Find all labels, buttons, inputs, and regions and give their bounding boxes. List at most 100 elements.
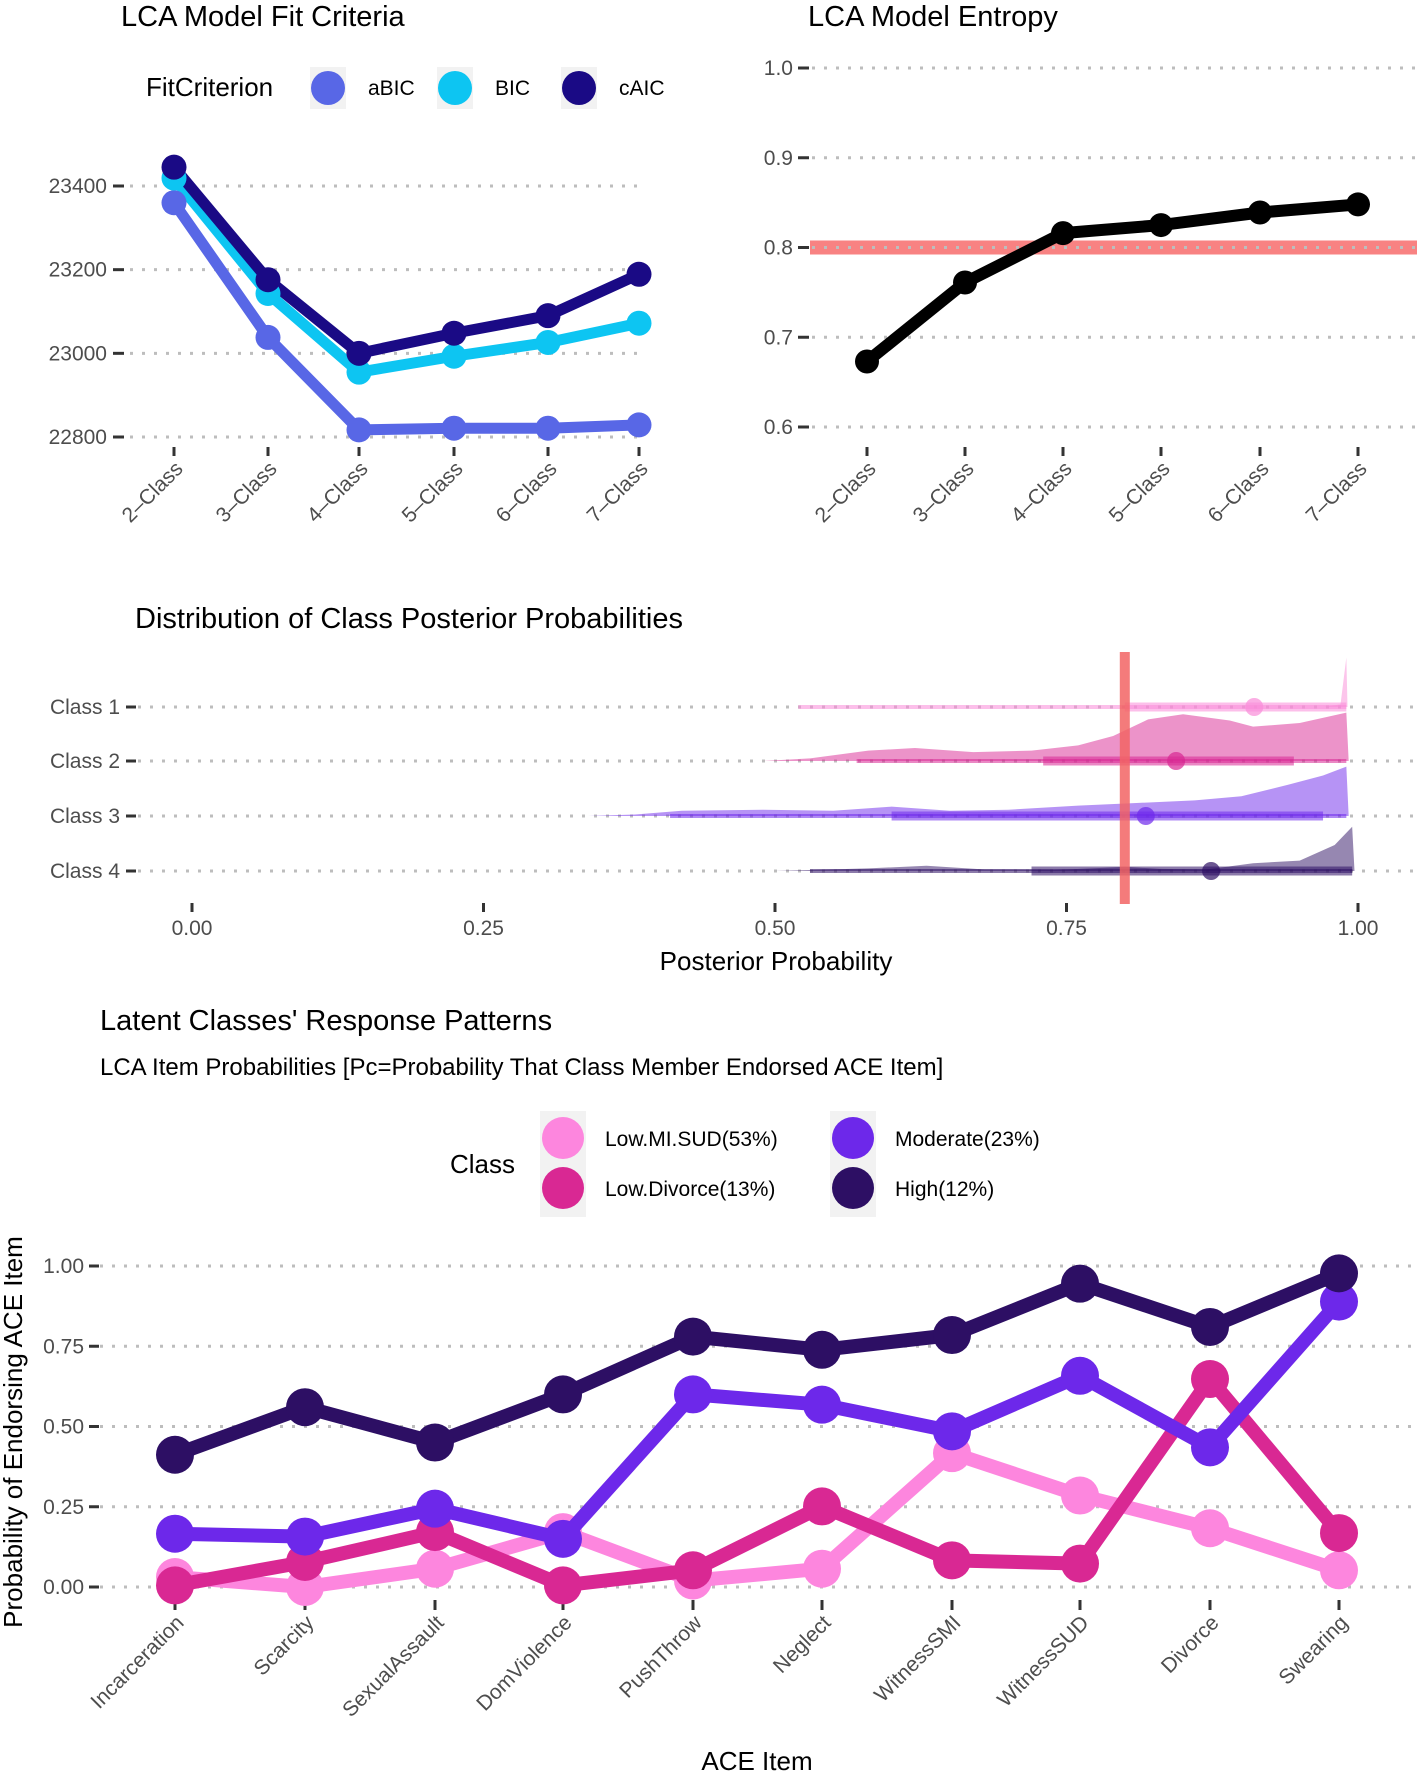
y-tick-label: 1.0 — [764, 57, 793, 80]
series-line-aBIC — [169, 199, 640, 436]
x-tick-label: 5–Class — [398, 457, 468, 527]
data-point-Moderate(23%) — [544, 1519, 582, 1558]
x-tick-label: 6–Class — [492, 457, 562, 527]
legend-label: Moderate(23%) — [895, 1128, 1040, 1151]
data-point-Low.Divorce(13%) — [1320, 1514, 1358, 1553]
entropy-title: LCA Model Entropy — [808, 1, 1058, 33]
x-tick-label: Divorce — [1157, 1611, 1224, 1678]
data-point-High(12%) — [933, 1316, 971, 1355]
data-point-Low.Divorce(13%) — [1191, 1359, 1229, 1398]
data-point-cAIC — [535, 303, 561, 329]
legend-label: Low.MI.SUD(53%) — [605, 1128, 778, 1151]
data-point-High(12%) — [544, 1375, 582, 1414]
series-line-Low.MI.SUD(53%) — [174, 1446, 1342, 1594]
data-point-Low.MI.SUD(53%) — [1061, 1476, 1099, 1515]
legend-title: Class — [450, 1149, 515, 1179]
patterns-subtitle: LCA Item Probabilities [Pc=Probability T… — [100, 1054, 943, 1081]
legend-label: aBIC — [368, 77, 415, 100]
patterns-x-axis-title: ACE Item — [701, 1746, 812, 1774]
posterior-x-axis-title: Posterior Probability — [660, 946, 893, 976]
median-point — [1167, 752, 1186, 770]
y-tick-label: 0.00 — [43, 1576, 84, 1599]
x-tick-label: Swearing — [1274, 1611, 1352, 1689]
y-tick-label: Class 4 — [50, 860, 120, 883]
data-point-Low.MI.SUD(53%) — [1191, 1509, 1229, 1548]
legend-key-cAIC — [562, 71, 596, 105]
x-tick-label: 4–Class — [303, 457, 373, 527]
data-point-Moderate(23%) — [286, 1517, 324, 1556]
data-point-High(12%) — [1061, 1264, 1099, 1303]
y-tick-label: 0.7 — [764, 326, 793, 349]
legend-label: High(12%) — [895, 1178, 994, 1201]
density-class-3 — [588, 766, 1349, 816]
legend-key-BIC — [438, 71, 472, 105]
y-tick-label: 1.00 — [43, 1255, 84, 1278]
legend-label: BIC — [495, 77, 530, 100]
data-point-aBIC — [346, 417, 372, 443]
data-point-Low.MI.SUD(53%) — [803, 1549, 841, 1588]
legend-key-Low.MI.SUD(53%) — [542, 1117, 584, 1159]
series-line-Low.Divorce(13%) — [173, 1371, 1345, 1593]
legend-key-aBIC — [311, 71, 345, 105]
x-tick-label: 1.00 — [1338, 917, 1379, 940]
data-point-cAIC — [626, 261, 652, 287]
data-point-cAIC — [441, 320, 467, 346]
entropy-point — [855, 349, 879, 374]
entropy-point — [1248, 200, 1272, 225]
series-line-cAIC — [169, 163, 642, 359]
x-tick-label: 7–Class — [583, 457, 653, 527]
data-point-cAIC — [161, 154, 187, 180]
data-point-Low.Divorce(13%) — [803, 1487, 841, 1526]
y-tick-label: 0.50 — [43, 1416, 84, 1439]
x-tick-label: 0.25 — [463, 917, 504, 940]
posterior-panel: Distribution of Class Posterior Probabil… — [50, 603, 1417, 976]
series-line-BIC — [169, 174, 641, 378]
median-point — [1202, 862, 1221, 880]
posterior-title: Distribution of Class Posterior Probabil… — [135, 603, 683, 635]
x-tick-label: WitnessSMI — [870, 1611, 965, 1706]
data-point-High(12%) — [1191, 1307, 1229, 1346]
data-point-Low.Divorce(13%) — [544, 1566, 582, 1605]
data-point-Moderate(23%) — [1061, 1356, 1099, 1395]
fit-criteria-panel: LCA Model Fit Criteria FitCriterion aBIC… — [49, 1, 665, 527]
data-point-BIC — [346, 359, 372, 385]
x-tick-label: 6–Class — [1204, 457, 1274, 527]
data-point-Moderate(23%) — [416, 1489, 454, 1528]
entropy-point — [1346, 192, 1370, 217]
class-legend: Class Low.MI.SUD(53%) Low.Divorce(13%) Mod… — [450, 1111, 1040, 1217]
density-class-2 — [763, 712, 1349, 761]
y-tick-label: 0.25 — [43, 1496, 84, 1519]
x-tick-label: PushThrow — [615, 1611, 707, 1703]
y-tick-label: 23200 — [49, 259, 107, 282]
legend-key-Moderate(23%) — [832, 1117, 874, 1159]
x-tick-label: 3–Class — [212, 457, 282, 527]
y-tick-label: Class 2 — [50, 750, 120, 773]
legend-title: FitCriterion — [146, 72, 273, 102]
y-tick-label: 22800 — [49, 426, 107, 449]
data-point-cAIC — [255, 267, 281, 293]
x-tick-label: 0.00 — [172, 917, 213, 940]
x-tick-label: 7–Class — [1302, 457, 1372, 527]
patterns-title: Latent Classes' Response Patterns — [100, 1005, 552, 1037]
x-tick-label: WitnessSUD — [993, 1611, 1093, 1711]
data-point-aBIC — [626, 412, 652, 438]
data-point-Moderate(23%) — [933, 1412, 971, 1451]
x-tick-label: Neglect — [769, 1611, 836, 1678]
legend-key-High(12%) — [832, 1167, 874, 1209]
data-point-High(12%) — [416, 1423, 454, 1462]
x-tick-label: 0.75 — [1046, 917, 1087, 940]
data-point-Moderate(23%) — [674, 1375, 712, 1414]
median-point — [1136, 807, 1155, 825]
response-patterns-panel: Latent Classes' Response Patterns LCA It… — [0, 1005, 1417, 1774]
x-tick-label: 3–Class — [909, 457, 979, 527]
entropy-point — [1051, 221, 1075, 246]
data-point-Low.MI.SUD(53%) — [416, 1549, 454, 1588]
data-point-aBIC — [161, 190, 187, 216]
density-class-4 — [658, 826, 1355, 871]
series-line-Moderate(23%) — [174, 1296, 1345, 1546]
x-tick-label: 0.50 — [755, 917, 796, 940]
x-tick-label: 2–Class — [118, 457, 188, 527]
y-tick-label: 23000 — [49, 342, 107, 365]
x-tick-label: SexualAssault — [338, 1611, 448, 1721]
